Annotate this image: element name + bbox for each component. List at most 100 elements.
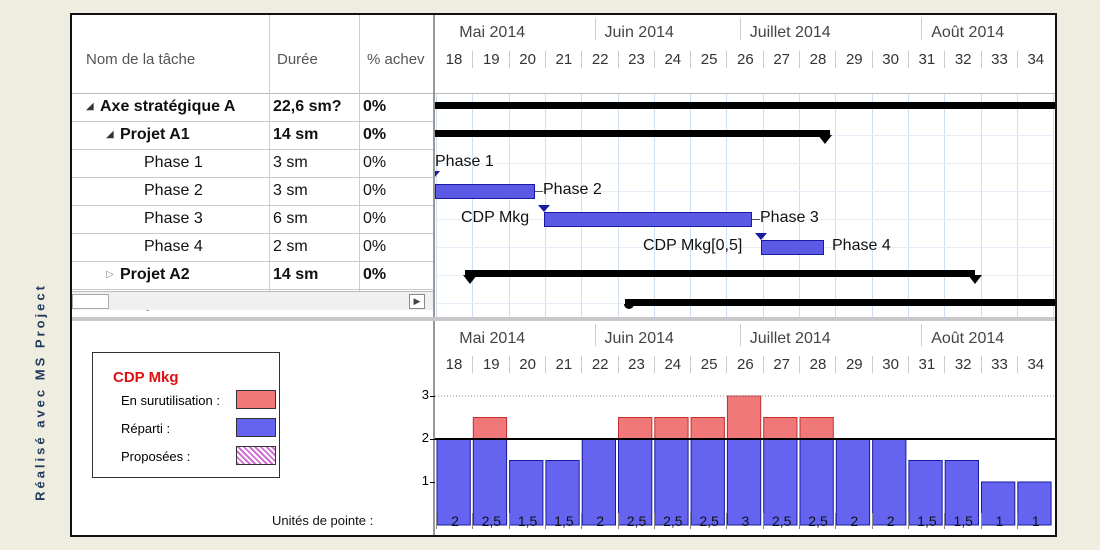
res-week-label: 26 bbox=[726, 356, 763, 373]
task-name-cell[interactable]: Axe stratégique A bbox=[100, 98, 236, 115]
gantt-grid-line bbox=[980, 93, 982, 317]
percent-complete-cell[interactable]: 0% bbox=[363, 182, 387, 199]
overallocated-bar bbox=[726, 395, 762, 440]
summary-start-marker bbox=[463, 275, 477, 284]
collapse-triangle-icon[interactable]: ◢ bbox=[86, 101, 94, 112]
percent-complete-cell[interactable]: 0% bbox=[363, 126, 387, 143]
task-bar-phase4[interactable] bbox=[761, 240, 824, 255]
gantt-month-label: Juillet 2014 bbox=[749, 24, 831, 41]
task-name-cell[interactable]: Phase 2 bbox=[144, 182, 203, 199]
task-bar-phase3[interactable] bbox=[544, 212, 752, 227]
percent-complete-cell[interactable]: 0% bbox=[363, 210, 387, 227]
allocated-bar bbox=[472, 438, 508, 526]
gantt-grid-line bbox=[435, 163, 1055, 164]
task-row[interactable]: Phase 4 2 sm 0% bbox=[72, 233, 433, 262]
gantt-week-label: 27 bbox=[762, 51, 800, 68]
allocated-bar bbox=[763, 438, 798, 526]
gantt-week-label: 25 bbox=[690, 51, 727, 68]
task-name-cell[interactable]: Projet A2 bbox=[120, 266, 190, 283]
summary-bar-axe[interactable] bbox=[435, 102, 1055, 109]
duration-cell[interactable]: 14 sm bbox=[273, 126, 319, 143]
task-name-cell[interactable]: Phase 3 bbox=[144, 210, 203, 227]
collapse-triangle-icon[interactable]: ◢ bbox=[106, 129, 114, 140]
task-name-cell[interactable]: Phase 1 bbox=[144, 154, 203, 171]
summary-end-marker bbox=[818, 135, 832, 144]
task-name-cell[interactable]: Phase 4 bbox=[144, 238, 203, 255]
legend-label-overalloc: En surutilisation : bbox=[121, 393, 220, 408]
y-tick-label: 3 bbox=[421, 387, 429, 402]
percent-complete-cell[interactable]: 0% bbox=[363, 266, 387, 283]
task-row[interactable]: ◢ Projet A1 14 sm 0% bbox=[72, 121, 433, 150]
gantt-week-label: 32 bbox=[944, 51, 981, 68]
resource-graph: Mai 2014 Juin 2014 Juillet 2014 Août 2014 1… bbox=[435, 321, 1055, 535]
task-row[interactable]: Phase 3 6 sm 0% bbox=[72, 205, 433, 234]
gantt-week-label: 31 bbox=[907, 51, 945, 68]
summary-bar-projet-a2[interactable] bbox=[465, 270, 975, 277]
scroll-right-arrow-icon[interactable]: ▶ bbox=[409, 294, 425, 309]
view-divider[interactable] bbox=[72, 317, 1055, 321]
link-arrow-icon bbox=[755, 233, 767, 240]
legend-title: CDP Mkg bbox=[113, 369, 179, 386]
column-divider bbox=[359, 15, 360, 291]
task-row[interactable]: ◢ Axe stratégique A 22,6 sm? 0% bbox=[72, 93, 433, 122]
task-row[interactable]: Phase 2 3 sm 0% bbox=[72, 177, 433, 206]
allocated-bar bbox=[872, 438, 907, 526]
gantt-grid-line bbox=[835, 93, 837, 317]
column-header-duration[interactable]: Durée bbox=[277, 51, 318, 68]
gantt-grid-line bbox=[508, 93, 510, 317]
gantt-grid-line bbox=[762, 93, 764, 317]
percent-complete-cell[interactable]: 0% bbox=[363, 98, 387, 115]
y-axis: 1 2 3 bbox=[372, 321, 435, 535]
column-header-percent[interactable]: % achev bbox=[367, 51, 425, 68]
res-month-divider bbox=[594, 324, 596, 346]
task-row[interactable]: Phase 1 3 sm 0% bbox=[72, 149, 433, 178]
res-week-label: 24 bbox=[653, 356, 691, 373]
column-header-task-name[interactable]: Nom de la tâche bbox=[86, 51, 196, 68]
gantt-grid-line bbox=[871, 93, 873, 317]
percent-complete-cell[interactable]: 0% bbox=[363, 238, 387, 255]
task-bar-phase2[interactable] bbox=[435, 184, 535, 199]
allocated-bar bbox=[835, 438, 871, 526]
gantt-label-phase4: Phase 4 bbox=[832, 237, 891, 254]
duration-cell[interactable]: 14 sm bbox=[273, 266, 319, 283]
overallocated-bar bbox=[799, 417, 834, 440]
watermark: Réalisé avec MS Project bbox=[32, 283, 48, 501]
res-week-label: 21 bbox=[544, 356, 582, 373]
task-name-cell[interactable]: Projet A1 bbox=[120, 126, 190, 143]
duration-cell[interactable]: 3 sm bbox=[273, 182, 308, 199]
pane-splitter-bottom[interactable] bbox=[433, 321, 435, 535]
scrollbar-thumb[interactable] bbox=[72, 294, 109, 309]
duration-cell[interactable]: 22,6 sm? bbox=[273, 98, 342, 115]
gantt-week-label: 18 bbox=[445, 51, 463, 68]
horizontal-scrollbar[interactable]: ▶ bbox=[72, 291, 433, 310]
expand-triangle-icon[interactable]: ▷ bbox=[106, 269, 114, 280]
task-row[interactable]: ▷ Projet A2 14 sm 0% bbox=[72, 261, 433, 290]
column-divider bbox=[269, 15, 270, 291]
allocated-bar bbox=[944, 460, 980, 526]
res-week-label: 19 bbox=[472, 356, 509, 373]
gantt-grid-line bbox=[617, 93, 619, 317]
legend-label-allocated: Réparti : bbox=[121, 421, 171, 436]
gantt-week-label: 33 bbox=[980, 51, 1018, 68]
allocated-bar bbox=[618, 438, 653, 526]
summary-bar-projet-a1[interactable] bbox=[435, 130, 830, 137]
duration-cell[interactable]: 2 sm bbox=[273, 238, 308, 255]
res-week-label: 20 bbox=[508, 356, 546, 373]
y-tick-mark bbox=[430, 439, 435, 440]
allocated-bar bbox=[908, 460, 943, 526]
res-month-label: Août 2014 bbox=[931, 330, 1005, 347]
pane-splitter[interactable] bbox=[433, 15, 435, 317]
gantt-resource-label: CDP Mkg[0,5] bbox=[643, 237, 743, 254]
gantt-label-phase2: Phase 2 bbox=[543, 181, 602, 198]
percent-complete-cell[interactable]: 0% bbox=[363, 154, 387, 171]
link-line bbox=[752, 219, 760, 220]
overallocated-bar bbox=[763, 417, 798, 440]
gantt-grid-line bbox=[799, 93, 800, 317]
peak-units-label: Unités de pointe : bbox=[272, 513, 374, 528]
duration-cell[interactable]: 3 sm bbox=[273, 154, 308, 171]
allocated-bar bbox=[509, 460, 544, 526]
gantt-grid-line bbox=[1053, 93, 1055, 317]
duration-cell[interactable]: 6 sm bbox=[273, 210, 308, 227]
res-week-label: 23 bbox=[617, 356, 655, 373]
summary-bar-projet-a2b[interactable] bbox=[625, 299, 1055, 306]
